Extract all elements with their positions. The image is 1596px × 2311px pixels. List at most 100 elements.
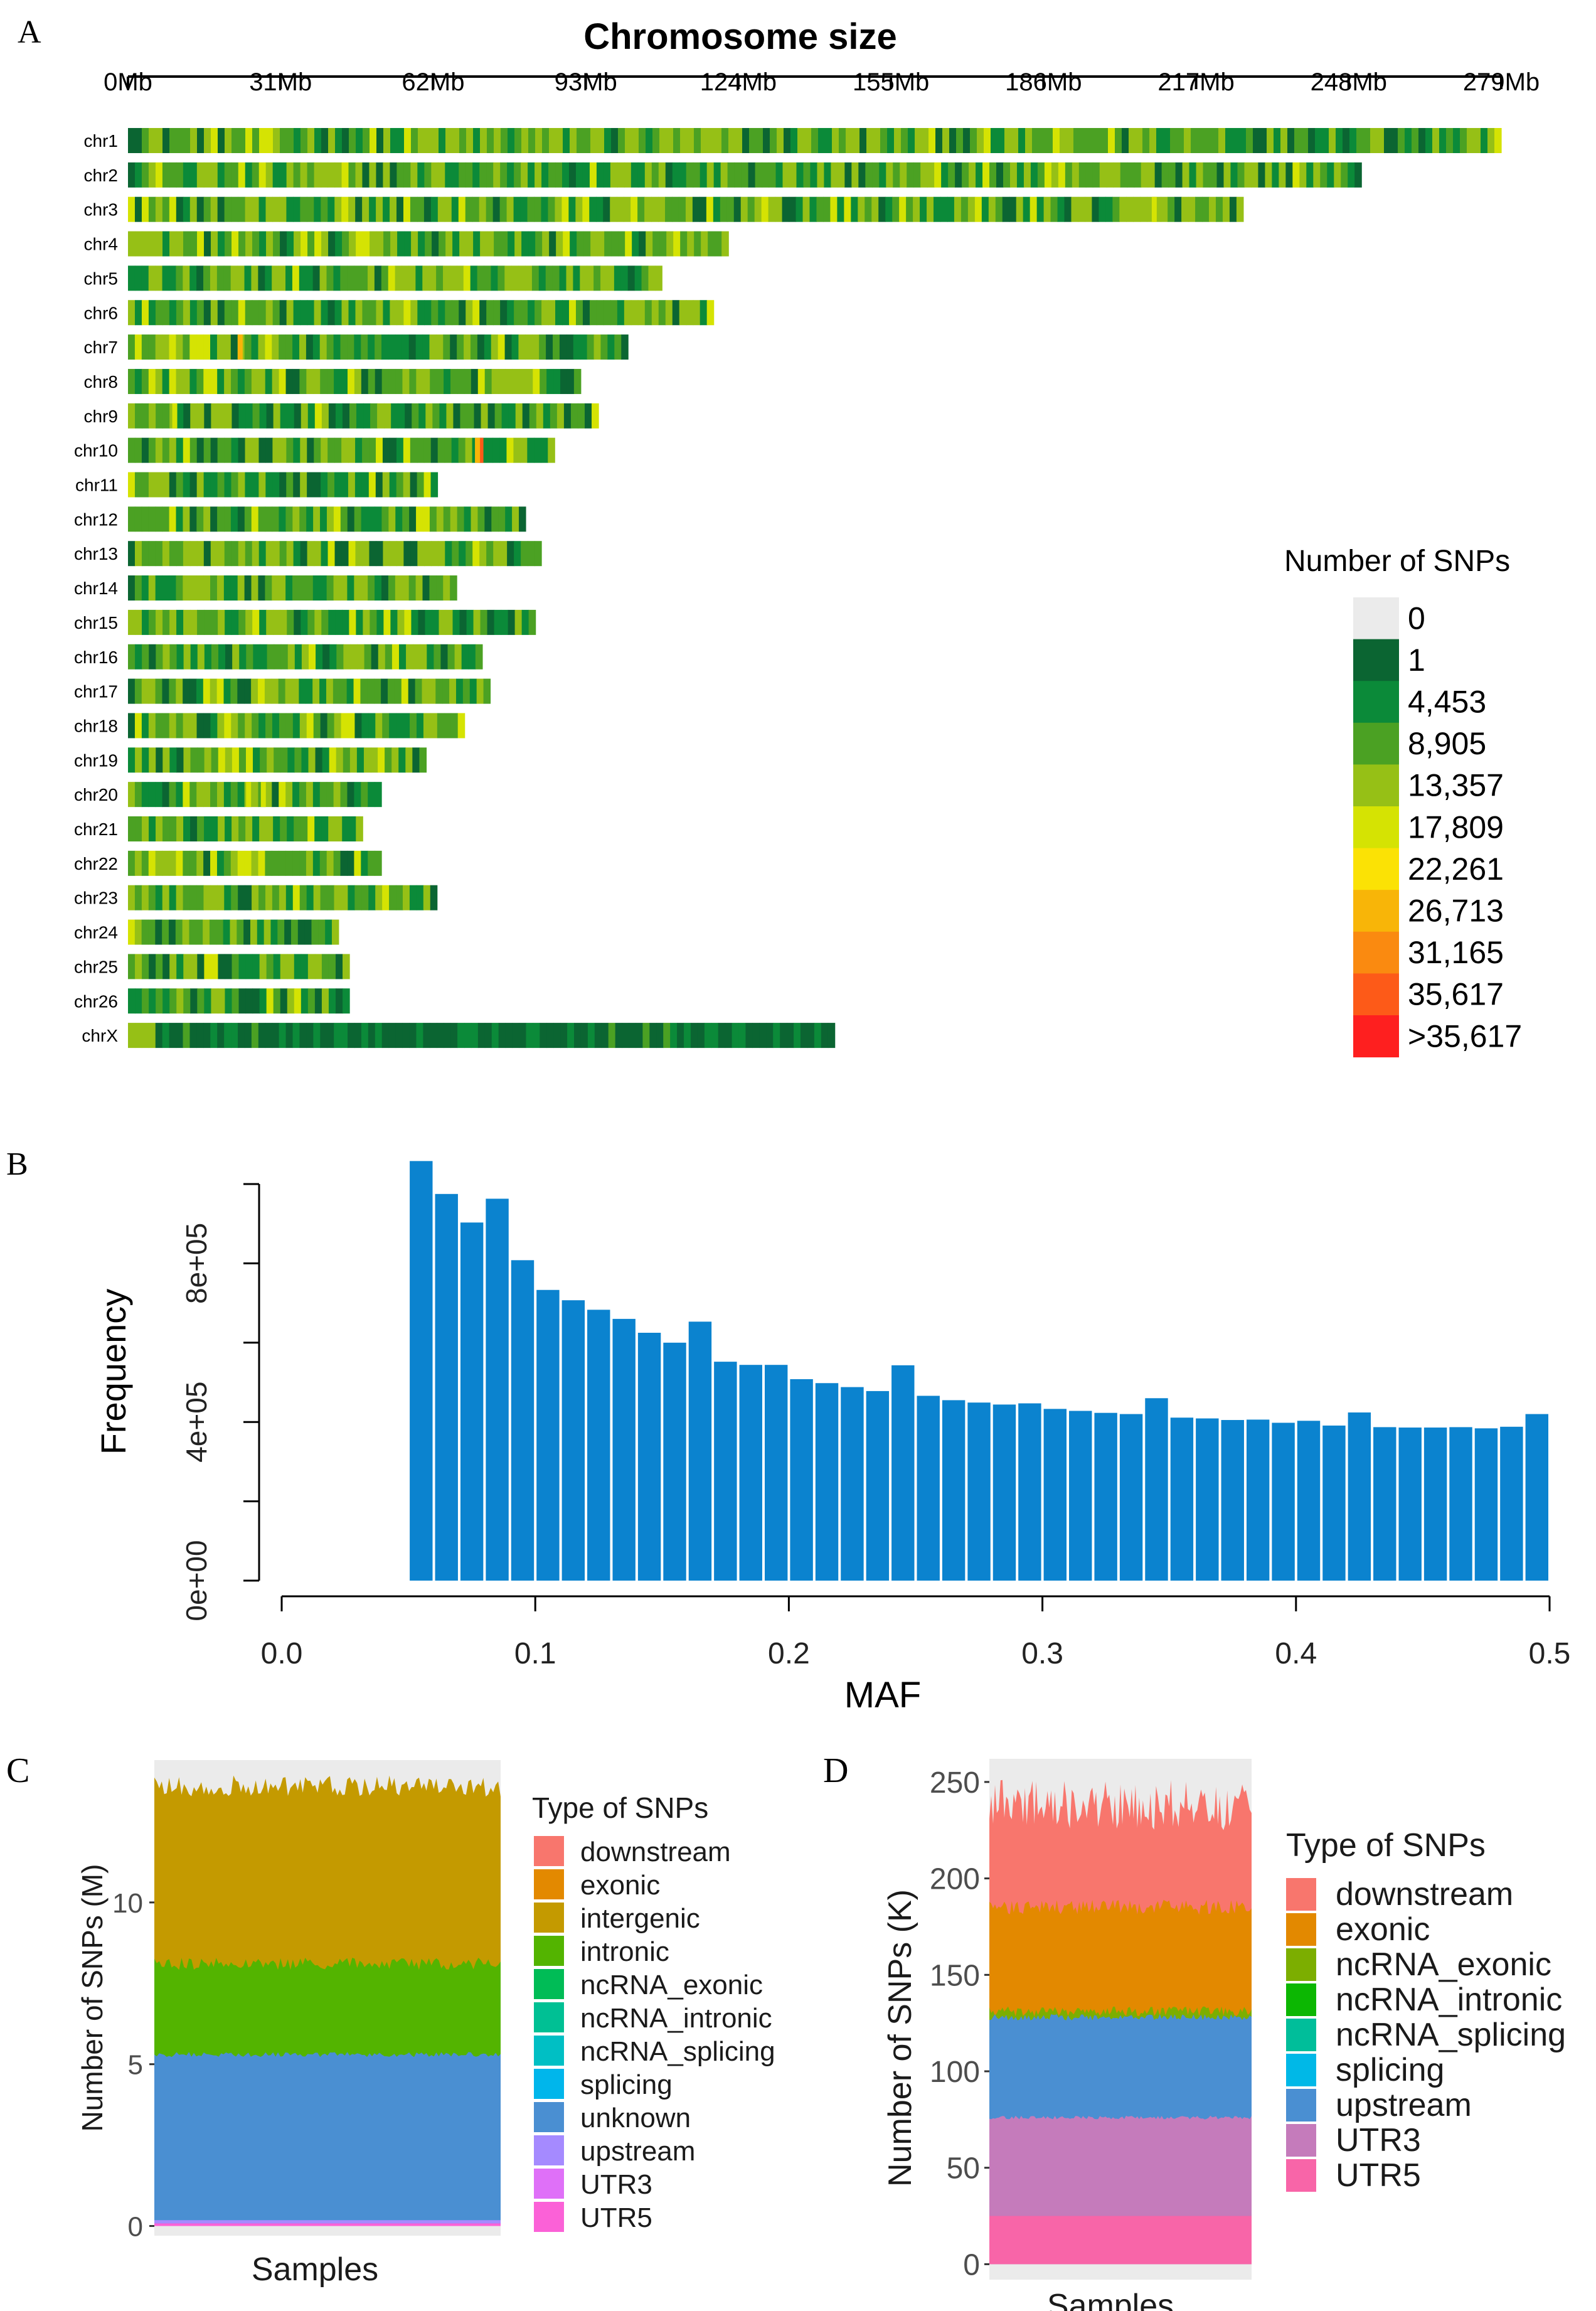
heatmap-cell [231,162,239,188]
heatmap-cell [128,334,136,360]
heatmap-cell [375,334,382,360]
heatmap-cell [225,644,233,670]
chromosome-row: chr13 [74,541,542,567]
heatmap-cell [169,472,177,498]
heatmap-cell [314,196,321,222]
heatmap-cell [988,196,996,222]
heatmap-cell [432,231,439,257]
heatmap-cell [287,816,294,841]
heatmap-cell [601,1023,609,1049]
heatmap-cell [280,954,288,979]
heatmap-cell [775,196,783,222]
heatmap-cell [1432,128,1440,153]
heatmap-cell [313,368,321,394]
heatmap-cell [155,368,163,394]
heatmap-cell [491,368,499,394]
heatmap-cell [445,300,452,326]
heatmap-cell [886,162,893,188]
chromosome-label: chr18 [74,716,118,735]
heatmap-cell [1425,128,1433,153]
heatmap-cell [128,885,136,910]
heatmap-cell [231,472,239,498]
heatmap-cell [740,196,748,222]
heatmap-cell [128,782,136,808]
heatmap-cell [183,437,191,463]
heatmap-cell [258,1023,266,1049]
heatmap-cell [1418,128,1426,153]
heatmap-cell [465,437,473,463]
heatmap-cell [258,265,265,291]
heatmap-cell [196,919,203,945]
heatmap-cell [726,196,735,222]
heatmap-cell [327,368,334,394]
heatmap-cell [135,231,142,257]
heatmap-cell [301,747,309,773]
panel-c-legend-swatch [534,2069,564,2099]
heatmap-cell [128,850,136,876]
heatmap-cell [134,575,142,601]
panel-d-legend-swatch [1286,1948,1316,1981]
chromosome-row: chr25 [74,954,350,979]
heatmap-cell [1313,162,1321,188]
heatmap-cell [555,196,562,222]
heatmap-cell [148,162,156,188]
heatmap-cell [425,128,432,153]
heatmap-cell [1294,128,1302,153]
heatmap-cell [411,128,418,153]
heatmap-cell [327,437,335,463]
chromosome-label: chr7 [84,338,118,357]
heatmap-cell [176,128,184,153]
heatmap-cell [245,472,253,498]
heatmap-cell [175,919,183,945]
heatmap-cell [327,162,336,188]
chromosome-row: chr26 [74,988,350,1014]
heatmap-cell [340,265,348,291]
heatmap-cell [851,196,858,222]
heatmap-cell [231,231,239,257]
heatmap-cell [416,713,424,739]
heatmap-cell [128,678,136,704]
heatmap-cell [473,609,481,635]
heatmap-cell [388,368,396,394]
heatmap-cell [542,231,550,257]
heatmap-cell [162,541,170,567]
heatmap-cell [508,403,516,429]
heatmap-cell [596,196,604,222]
heatmap-cell [368,713,376,739]
heatmap-cell [998,128,1005,153]
heatmap-cell [553,1023,561,1049]
heatmap-cell [197,816,205,841]
heatmap-cell [134,850,142,876]
heatmap-cell [224,885,231,910]
heatmap-cell [328,816,336,841]
heatmap-cell [306,265,314,291]
heatmap-cell [382,437,390,463]
heatmap-cell [286,196,294,222]
heatmap-cell [183,713,191,739]
heatmap-cell [306,782,314,808]
heatmap-cell [134,196,142,222]
heatmap-cell [513,196,521,222]
heatmap-cell [665,300,673,326]
heatmap-cell [1439,128,1447,153]
heatmap-cell [341,162,349,188]
heatmap-cell [1170,128,1178,153]
heatmap-cell [149,609,156,635]
heatmap-cell [189,541,198,567]
heatmap-cell [350,644,358,670]
heatmap-cell [333,575,341,601]
heatmap-cell [134,678,142,704]
heatmap-cell [735,128,743,153]
heatmap-cell [272,782,279,808]
heatmap-cell [211,954,219,979]
heatmap-cell [314,437,321,463]
heatmap-cell [142,644,149,670]
heatmap-cell [1175,162,1183,188]
heatmap-cell [469,678,477,704]
heatmap-cell [218,747,226,773]
heatmap-cell [354,265,361,291]
heatmap-cell [1057,196,1065,222]
heatmap-cell [250,919,258,945]
heatmap-cell [844,162,852,188]
heatmap-cell [417,472,425,498]
